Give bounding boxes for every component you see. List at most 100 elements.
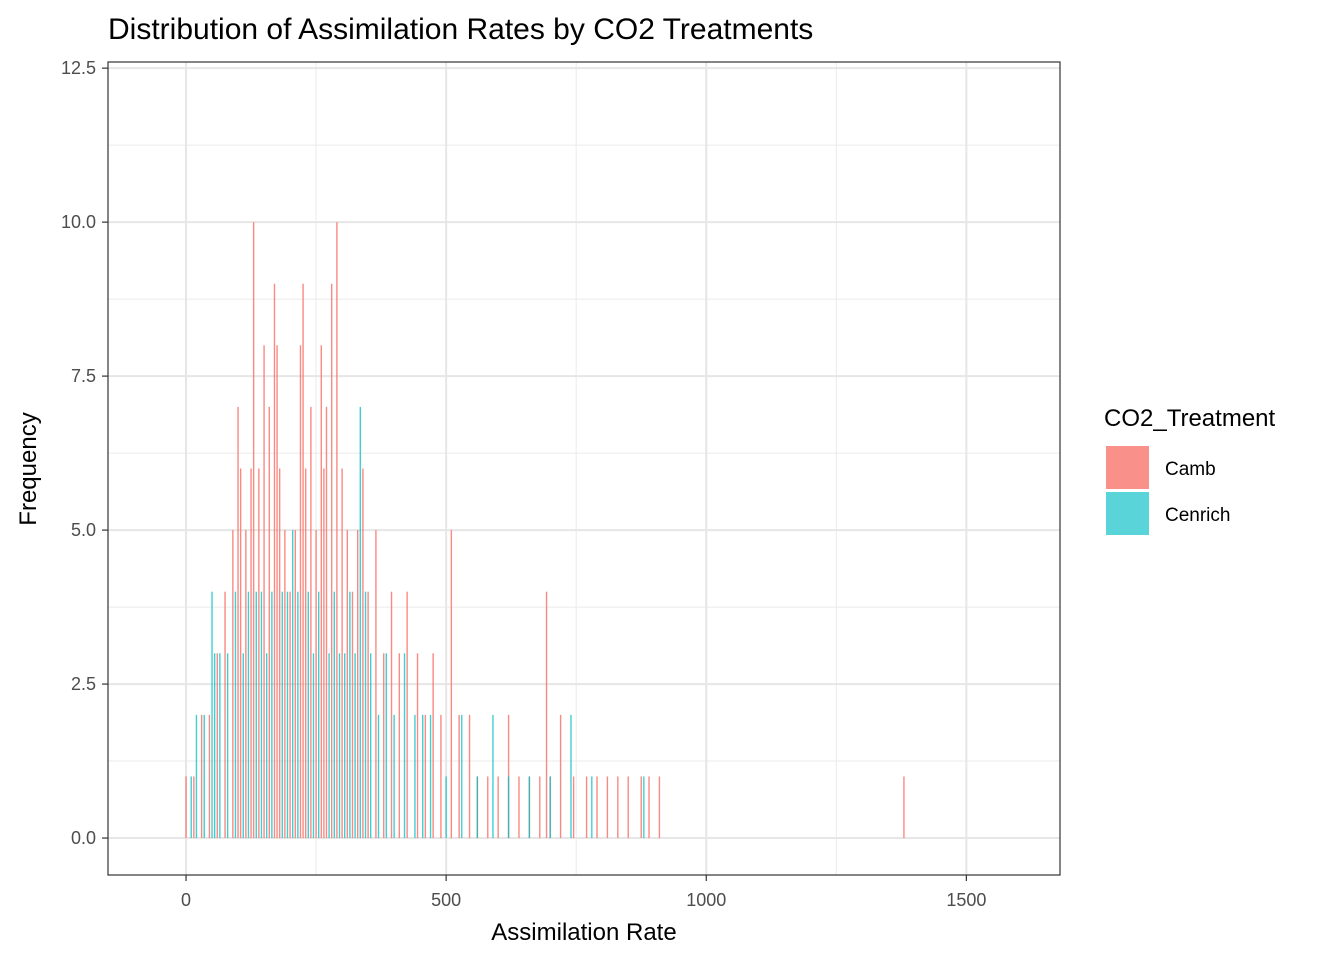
bar-camb <box>341 468 343 839</box>
bar-camb <box>390 591 393 839</box>
bar-cenrich <box>297 591 299 839</box>
bar-camb <box>903 776 905 839</box>
series-camb-bars <box>185 222 905 839</box>
bar-camb <box>237 406 239 839</box>
major-gridlines <box>108 62 1060 875</box>
bar-cenrich <box>591 776 593 839</box>
bar-camb <box>224 591 226 839</box>
y-tick-label: 7.5 <box>71 366 96 386</box>
bar-camb <box>336 222 338 839</box>
bar-cenrich <box>242 653 244 839</box>
bar-camb <box>294 530 296 839</box>
plot-panel <box>107 61 1061 876</box>
bar-camb <box>432 653 434 839</box>
legend: CO2_Treatment Camb Cenrich <box>1104 405 1276 535</box>
bar-cenrich <box>312 653 315 839</box>
bar-cenrich <box>354 653 356 839</box>
bar-camb <box>375 530 377 839</box>
bar-cenrich <box>359 406 362 839</box>
bar-cenrich <box>271 591 273 839</box>
bar-camb <box>497 776 499 839</box>
bar-camb <box>617 776 619 839</box>
bar-camb <box>278 468 281 839</box>
bar-camb <box>458 714 460 839</box>
x-tick-label: 500 <box>431 890 461 910</box>
bar-cenrich <box>307 591 309 839</box>
x-tick-label: 0 <box>181 890 191 910</box>
bar-cenrich <box>333 591 335 839</box>
bar-camb <box>559 714 562 839</box>
x-axis-ticks: 0 500 1000 1500 <box>181 875 986 910</box>
bar-cenrich <box>393 714 395 839</box>
x-axis-title: Assimilation Rate <box>491 919 676 946</box>
bar-camb <box>398 653 401 839</box>
bar-camb <box>468 714 471 839</box>
bar-camb <box>585 776 588 839</box>
bar-camb <box>208 714 211 839</box>
bar-camb <box>450 530 453 839</box>
bar-camb <box>273 283 276 839</box>
bar-cenrich <box>370 653 372 839</box>
bar-camb <box>357 530 359 839</box>
chart-title: Distribution of Assimilation Rates by CO… <box>108 13 813 46</box>
bar-camb <box>252 222 255 839</box>
bar-cenrich <box>549 776 551 839</box>
bar-cenrich <box>317 591 320 839</box>
bar-camb <box>200 714 203 839</box>
bar-cenrich <box>492 714 494 839</box>
plot-border <box>107 61 1061 876</box>
bar-cenrich <box>414 714 416 839</box>
bar-cenrich <box>507 776 510 839</box>
bar-camb <box>606 776 609 839</box>
legend-key-camb <box>1106 446 1149 489</box>
bar-camb <box>640 776 642 839</box>
bar-camb <box>193 776 195 839</box>
bar-cenrich <box>211 591 213 839</box>
x-tick-label: 1000 <box>686 890 726 910</box>
bar-cenrich <box>445 776 447 839</box>
bar-cenrich <box>385 653 388 839</box>
bar-cenrich <box>349 591 351 839</box>
bar-camb <box>232 530 234 839</box>
bar-cenrich <box>338 653 341 839</box>
legend-title: CO2_Treatment <box>1104 405 1276 432</box>
bar-camb <box>424 714 427 839</box>
legend-key-cenrich <box>1106 492 1149 535</box>
bar-camb <box>487 776 489 839</box>
bar-cenrich <box>429 714 432 839</box>
bar-camb <box>518 776 520 839</box>
y-axis-title: Frequency <box>15 412 42 525</box>
bar-cenrich <box>291 530 294 839</box>
bar-camb <box>440 714 442 839</box>
bar-cenrich <box>286 591 289 839</box>
bar-cenrich <box>461 714 463 839</box>
bar-cenrich <box>203 714 205 839</box>
bar-camb <box>416 653 419 839</box>
bar-cenrich <box>219 653 221 839</box>
bar-camb <box>658 776 661 839</box>
bar-cenrich <box>195 714 198 839</box>
bar-camb <box>302 283 304 839</box>
y-tick-label: 5.0 <box>71 520 96 540</box>
bar-cenrich <box>528 776 531 839</box>
bar-cenrich <box>403 653 406 839</box>
bar-camb <box>310 406 312 839</box>
bar-camb <box>596 776 598 839</box>
bar-camb <box>276 345 278 839</box>
bar-camb <box>351 591 354 839</box>
bar-cenrich <box>281 591 283 839</box>
bar-cenrich <box>344 653 346 839</box>
y-tick-label: 12.5 <box>61 58 96 78</box>
bar-cenrich <box>255 591 257 839</box>
bar-camb <box>320 345 322 839</box>
bar-cenrich <box>234 591 237 839</box>
legend-label-cenrich: Cenrich <box>1165 505 1230 526</box>
bar-camb <box>346 530 348 839</box>
bar-camb <box>627 776 629 839</box>
bar-cenrich <box>260 591 263 839</box>
bar-camb <box>216 653 218 839</box>
bar-cenrich <box>247 591 250 839</box>
bar-camb <box>323 468 325 839</box>
bar-camb <box>284 530 286 839</box>
